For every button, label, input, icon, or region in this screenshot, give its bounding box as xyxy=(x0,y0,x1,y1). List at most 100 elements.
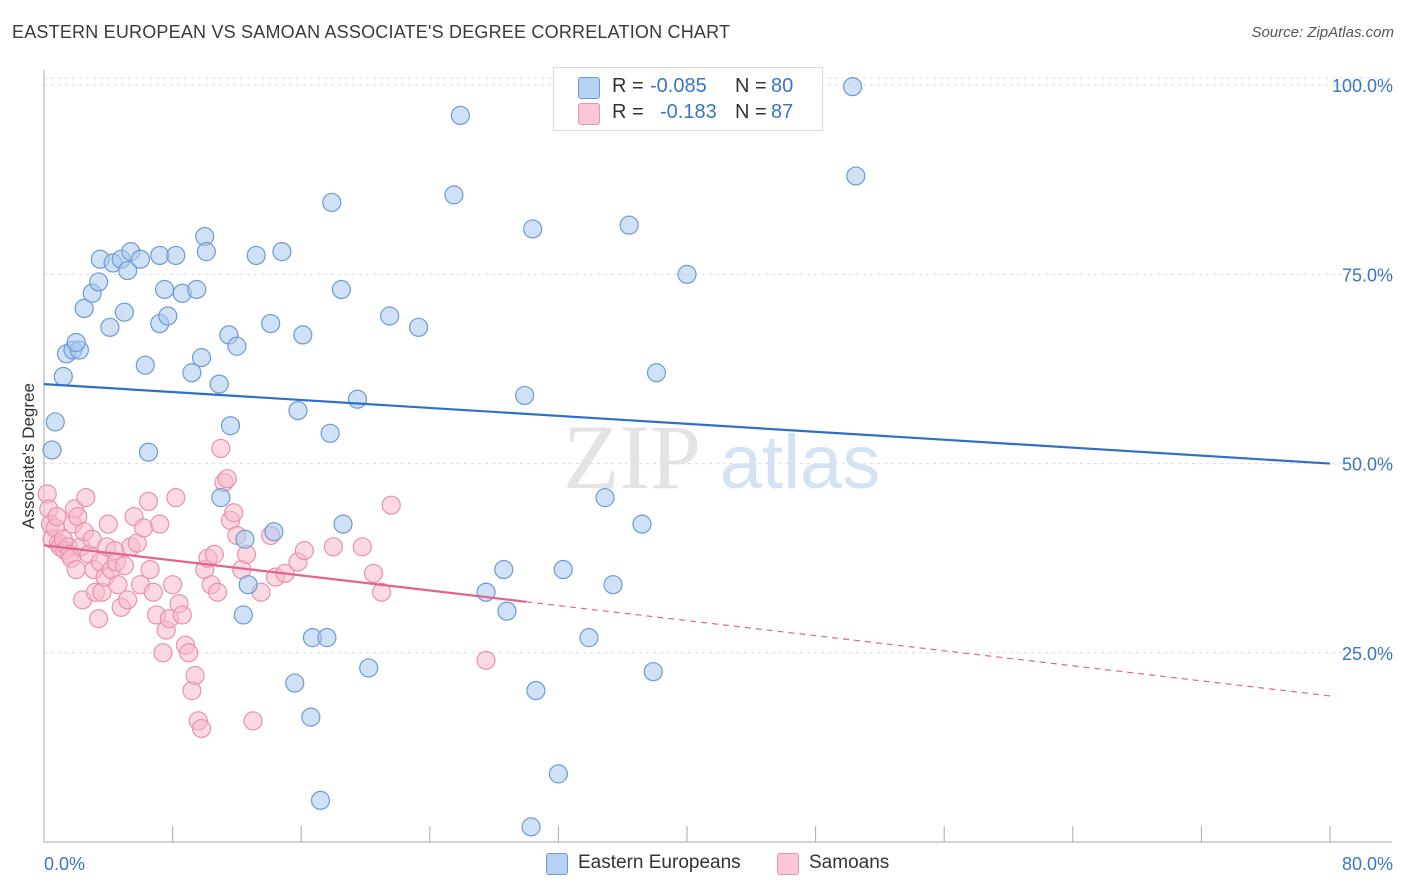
samoans-point xyxy=(108,575,128,595)
n-label: N = xyxy=(735,75,767,97)
blue-swatch-icon xyxy=(546,853,568,875)
samoans-point xyxy=(352,537,372,557)
eastern-europeans-point xyxy=(220,416,241,436)
eastern-europeans-point xyxy=(632,514,652,534)
n-value: 87 xyxy=(771,101,794,123)
eastern-europeans-point xyxy=(138,442,159,462)
eastern-europeans-point xyxy=(227,336,247,356)
eastern-europeans-point xyxy=(331,279,351,300)
eastern-europeans-point xyxy=(643,662,663,682)
blue-swatch-icon xyxy=(578,77,600,99)
r-value: -0.085 xyxy=(650,75,707,97)
r-label: R = xyxy=(612,75,644,97)
legend-label: Eastern Europeans xyxy=(578,852,741,873)
eastern-europeans-point xyxy=(272,242,292,262)
eastern-europeans-point xyxy=(515,385,535,406)
samoans-point xyxy=(114,556,134,576)
y-axis-label: Associate's Degree xyxy=(19,383,38,529)
eastern-europeans-point xyxy=(158,306,178,326)
eastern-europeans-point xyxy=(293,325,313,345)
eastern-europeans-point xyxy=(301,707,321,727)
r-value: -0.183 xyxy=(660,101,717,123)
samoans-point xyxy=(217,469,237,489)
eastern-europeans-point xyxy=(603,575,623,595)
eastern-europeans-point xyxy=(285,673,305,693)
eastern-europeans-point xyxy=(191,348,212,368)
y-tick-label: 50.0% xyxy=(1342,455,1393,475)
eastern-europeans-point xyxy=(117,260,138,281)
samoans-point xyxy=(166,488,186,508)
samoans-point xyxy=(117,590,138,610)
legend-label: Samoans xyxy=(809,852,890,873)
eastern-europeans-point xyxy=(646,363,667,383)
eastern-europeans-point xyxy=(333,514,353,534)
eastern-europeans-point xyxy=(238,575,258,595)
samoans-point xyxy=(371,582,392,602)
eastern-europeans-point xyxy=(114,302,134,322)
eastern-europeans-point xyxy=(494,559,514,580)
eastern-europeans-point xyxy=(53,366,73,387)
samoans-point xyxy=(224,503,244,523)
eastern-europeans-point xyxy=(42,440,62,460)
eastern-europeans-point xyxy=(317,628,337,648)
samoans-point xyxy=(243,711,263,731)
samoans-point xyxy=(76,488,96,508)
samoans-point xyxy=(140,559,160,580)
samoans-point xyxy=(294,541,315,561)
samoans-points xyxy=(37,438,496,739)
eastern-europeans-point xyxy=(380,306,400,326)
stats-legend: R = -0.085 N = 80 R = -0.183 N = 87 xyxy=(553,67,823,131)
y-tick-label: 25.0% xyxy=(1342,644,1393,664)
eastern-europeans-point xyxy=(130,249,151,269)
eastern-europeans-point xyxy=(261,313,281,334)
eastern-europeans-point xyxy=(182,363,202,383)
samoans-point xyxy=(185,665,205,686)
eastern-europeans-point xyxy=(523,219,543,239)
eastern-europeans-point xyxy=(408,317,429,337)
x-tick-label-min: 0.0% xyxy=(44,854,85,874)
eastern-europeans-point xyxy=(233,605,253,625)
samoans-point xyxy=(98,514,118,534)
r-label: R = xyxy=(612,101,644,123)
samoans-point xyxy=(47,506,67,527)
eastern-europeans-point xyxy=(235,529,255,549)
eastern-europeans-point xyxy=(288,400,308,421)
eastern-europeans-point xyxy=(154,279,175,300)
samoans-point xyxy=(363,563,384,583)
samoans-point xyxy=(323,537,343,557)
pink-swatch-icon xyxy=(578,103,600,125)
eastern-europeans-point xyxy=(347,389,368,409)
eastern-europeans-point xyxy=(521,817,541,837)
eastern-europeans-point xyxy=(211,488,231,508)
samoans-point xyxy=(191,718,212,739)
samoans-point xyxy=(179,643,199,663)
eastern-europeans-point xyxy=(619,215,639,235)
eastern-europeans-point xyxy=(450,105,470,126)
samoans-point xyxy=(66,559,86,580)
samoans-point xyxy=(172,605,192,625)
eastern-europeans-point xyxy=(187,279,207,300)
samoans-point xyxy=(211,438,231,459)
eastern-europeans-point xyxy=(548,764,569,784)
eastern-europeans-point xyxy=(209,374,229,394)
eastern-europeans-point xyxy=(264,522,284,542)
samoans-point xyxy=(204,544,224,564)
y-tick-label: 100.0% xyxy=(1332,76,1393,96)
eastern-europeans-point xyxy=(579,628,599,648)
eastern-europeans-point xyxy=(45,412,65,432)
samoans-point xyxy=(143,582,163,602)
tick-labels: 25.0% 50.0% 75.0% 100.0% 0.0% 80.0% xyxy=(44,76,1393,874)
samoans-trend-line-extension xyxy=(526,601,1331,697)
eastern-europeans-point xyxy=(497,601,517,621)
eastern-europeans-point xyxy=(89,272,109,292)
samoans-point xyxy=(89,609,109,629)
samoans-point xyxy=(208,582,228,602)
eastern-europeans-point xyxy=(196,242,216,262)
trend-lines xyxy=(43,383,1331,697)
samoans-point xyxy=(381,495,401,515)
eastern-europeans-point xyxy=(310,790,331,810)
chart-title: EASTERN EUROPEAN VS SAMOAN ASSOCIATE'S D… xyxy=(12,22,731,42)
n-value: 80 xyxy=(771,75,794,97)
pink-swatch-icon xyxy=(777,853,799,875)
